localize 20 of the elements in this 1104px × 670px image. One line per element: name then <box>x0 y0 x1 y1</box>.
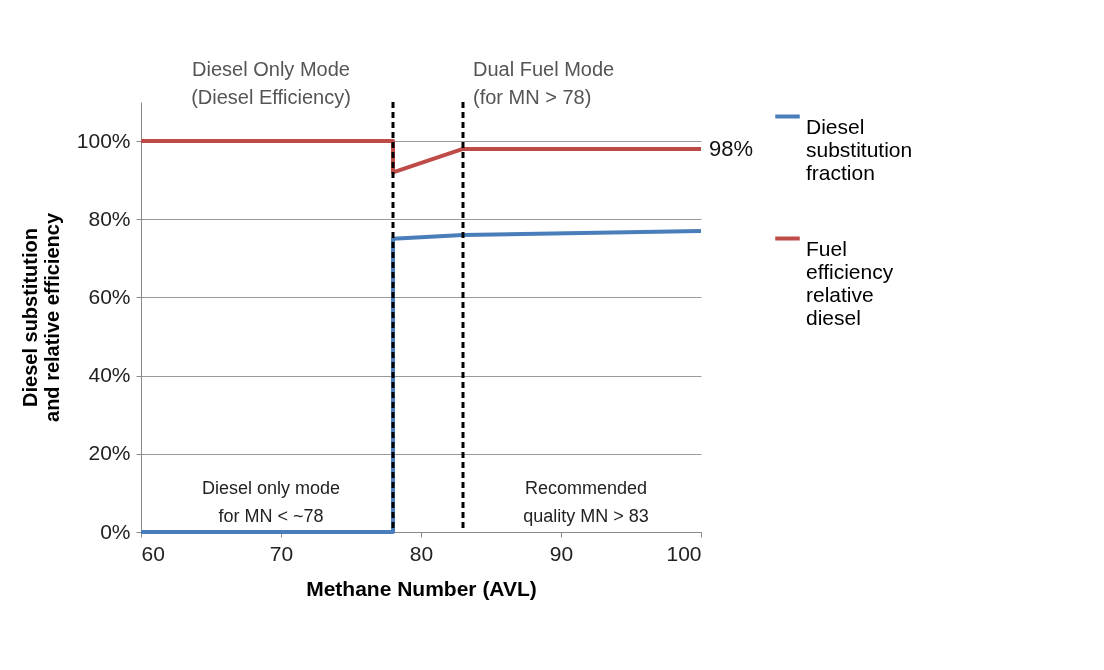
y-tick-label: 100% <box>76 128 131 152</box>
annotation: 98% <box>709 135 754 161</box>
legend-label: Diesel substitution fraction <box>806 114 913 184</box>
annotation: Diesel only mode for MN < ~78 <box>201 478 341 526</box>
x-tick-label: 60 <box>141 541 165 565</box>
x-tick-label: 80 <box>409 541 434 565</box>
x-tick-label: 70 <box>269 541 294 565</box>
y-axis-title: Diesel substitution and relative efficiency <box>18 212 63 422</box>
y-tick-label: 0% <box>100 519 131 543</box>
annotation: Recommended quality MN > 83 <box>523 478 649 526</box>
y-tick-label: 40% <box>88 363 131 387</box>
annotation: Diesel Only Mode (Diesel Efficiency) <box>191 58 351 108</box>
y-tick-label: 20% <box>88 441 131 465</box>
x-tick-label: 90 <box>549 541 574 565</box>
annotation: Dual Fuel Mode (for MN > 78) <box>473 58 615 108</box>
x-axis-title: Methane Number (AVL) <box>306 576 537 600</box>
legend-label: Fuel efficiency relative diesel <box>806 236 894 329</box>
x-tick-label: 100 <box>666 541 702 565</box>
y-tick-label: 60% <box>88 284 131 308</box>
y-tick-label: 80% <box>88 206 131 230</box>
